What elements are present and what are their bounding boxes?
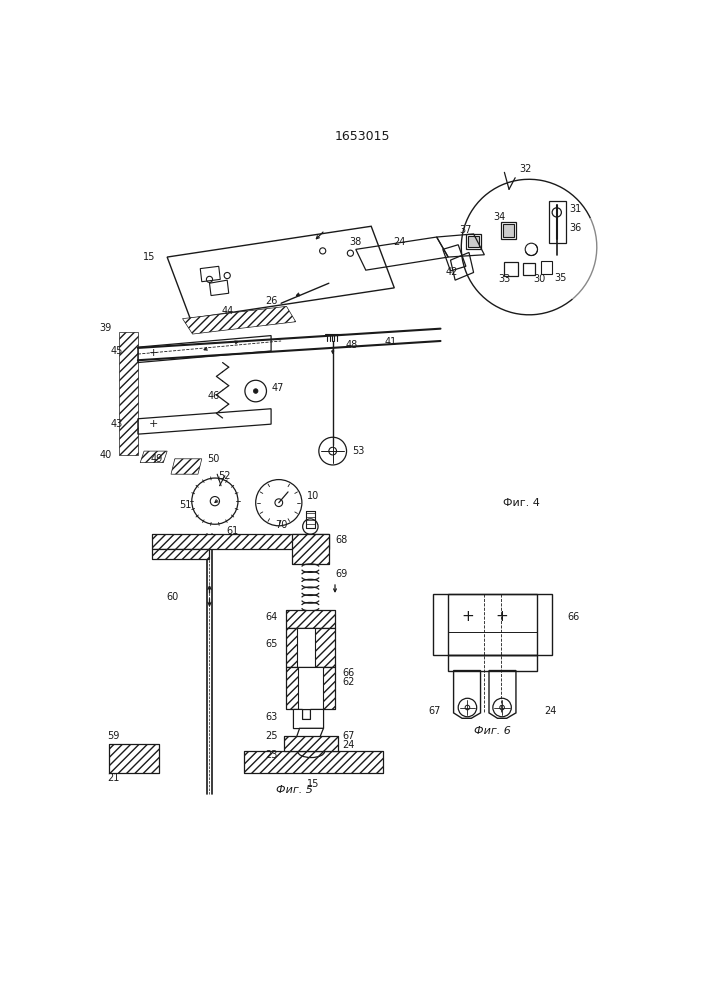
Polygon shape (294, 728, 324, 748)
Text: 32: 32 (519, 164, 532, 174)
Text: 24: 24 (394, 237, 406, 247)
Text: 10: 10 (308, 491, 320, 501)
Text: 21: 21 (107, 773, 119, 783)
Polygon shape (244, 751, 382, 773)
Text: 63: 63 (265, 712, 277, 722)
Text: 30: 30 (533, 274, 545, 284)
Polygon shape (286, 610, 335, 628)
Text: 23: 23 (265, 750, 277, 760)
Text: 47: 47 (271, 383, 284, 393)
Bar (298, 667, 324, 709)
Text: 31: 31 (569, 204, 581, 214)
Text: 35: 35 (554, 273, 567, 283)
Polygon shape (292, 534, 329, 564)
Text: 36: 36 (569, 223, 581, 233)
Text: 69: 69 (335, 569, 347, 579)
Text: 44: 44 (221, 306, 233, 316)
Circle shape (253, 389, 258, 393)
Polygon shape (152, 549, 209, 559)
Text: 48: 48 (346, 340, 358, 350)
Text: 70: 70 (275, 520, 287, 530)
Text: 60: 60 (166, 592, 179, 602)
Text: +: + (148, 419, 158, 429)
Text: 67: 67 (343, 731, 355, 741)
Text: +: + (461, 609, 474, 624)
Polygon shape (171, 459, 201, 474)
Text: 62: 62 (343, 677, 355, 687)
Text: 41: 41 (385, 337, 397, 347)
Polygon shape (140, 451, 167, 463)
Text: 49: 49 (151, 454, 163, 464)
Polygon shape (182, 306, 296, 334)
Text: 52: 52 (218, 471, 231, 481)
Text: Фиг. 4: Фиг. 4 (503, 498, 539, 508)
Text: 24: 24 (544, 706, 557, 716)
Text: 66: 66 (568, 612, 580, 622)
Text: Фиг. 6: Фиг. 6 (474, 726, 510, 736)
Text: 53: 53 (352, 446, 364, 456)
Text: 39: 39 (100, 323, 112, 333)
Polygon shape (119, 332, 138, 455)
Text: 68: 68 (335, 535, 347, 545)
Text: 1653015: 1653015 (334, 130, 390, 143)
Text: 26: 26 (266, 296, 278, 306)
Text: 15: 15 (308, 779, 320, 789)
Text: Фиг. 5: Фиг. 5 (276, 785, 312, 795)
Text: 51: 51 (180, 500, 192, 510)
Polygon shape (503, 224, 514, 237)
Text: 45: 45 (110, 346, 122, 356)
Polygon shape (324, 667, 335, 709)
Polygon shape (468, 236, 479, 247)
Text: +: + (148, 348, 158, 358)
Text: 66: 66 (343, 668, 355, 678)
Text: 38: 38 (350, 237, 362, 247)
Text: 37: 37 (460, 225, 472, 235)
Text: 42: 42 (446, 267, 458, 277)
Text: 43: 43 (110, 419, 122, 429)
Text: 15: 15 (144, 252, 156, 262)
Text: +: + (496, 609, 508, 624)
Text: 64: 64 (265, 612, 277, 622)
Text: 34: 34 (493, 212, 506, 222)
Text: 67: 67 (428, 706, 440, 716)
Bar (296, 628, 315, 667)
Text: 46: 46 (207, 391, 219, 401)
Polygon shape (110, 744, 160, 773)
Polygon shape (284, 736, 338, 751)
Polygon shape (152, 534, 329, 549)
Text: 25: 25 (264, 731, 277, 741)
Polygon shape (286, 628, 335, 667)
Text: 59: 59 (107, 731, 119, 741)
Text: 50: 50 (207, 454, 220, 464)
Text: 24: 24 (343, 740, 355, 750)
Polygon shape (293, 709, 324, 728)
Polygon shape (286, 667, 298, 709)
Text: 65: 65 (265, 639, 277, 649)
Text: 61: 61 (226, 526, 239, 536)
Text: 40: 40 (100, 450, 112, 460)
Text: 33: 33 (498, 274, 510, 284)
